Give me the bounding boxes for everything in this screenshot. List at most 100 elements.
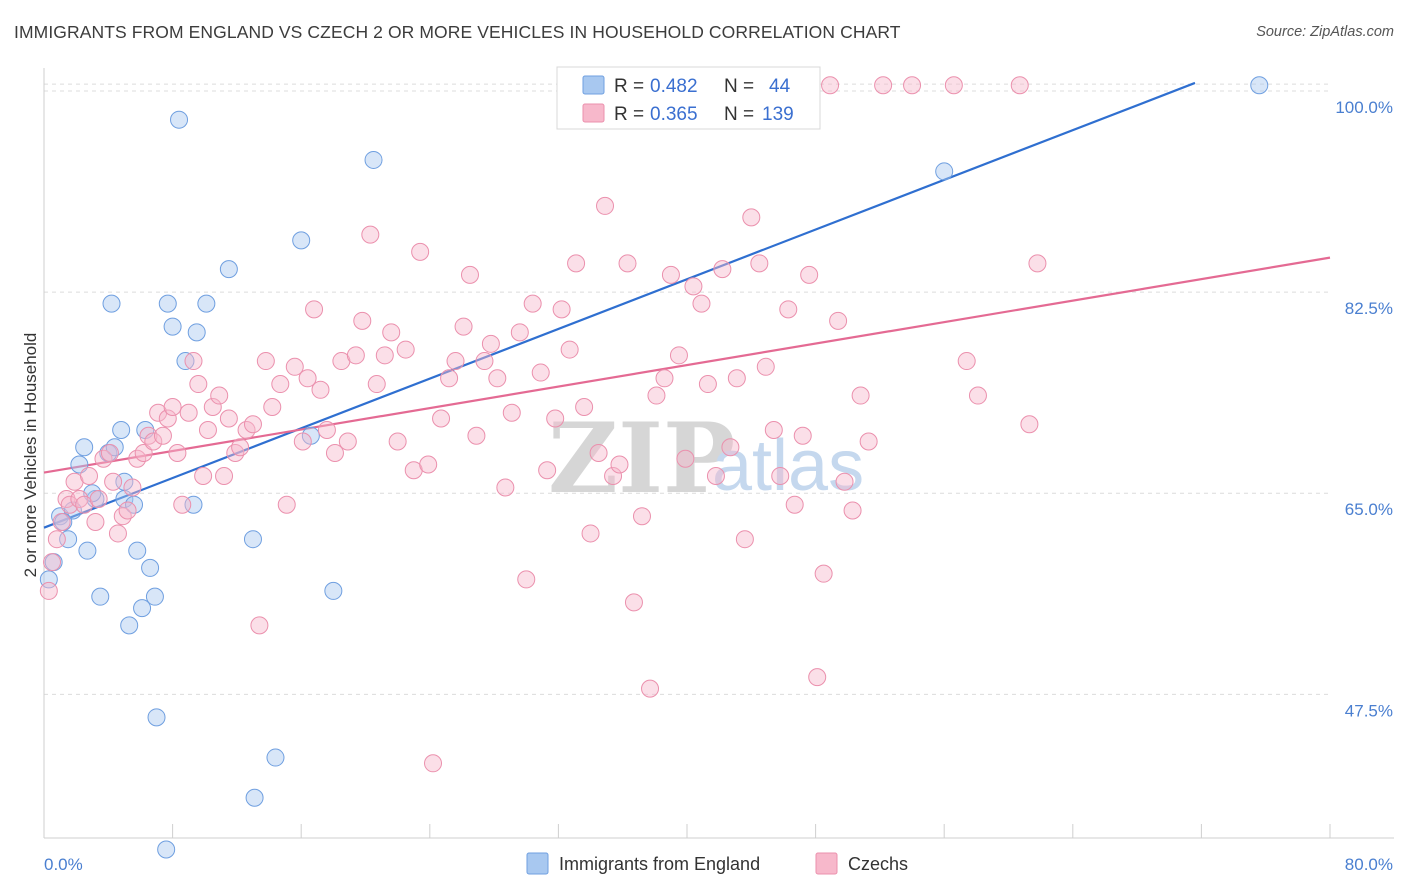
data-point — [102, 294, 121, 313]
series-legend-swatch-england — [526, 852, 549, 875]
data-point — [727, 369, 746, 388]
data-point — [57, 489, 76, 508]
data-point — [560, 340, 579, 359]
data-point — [1250, 76, 1269, 95]
data-point — [859, 432, 878, 451]
data-point — [567, 254, 586, 273]
data-point — [661, 265, 680, 284]
data-point — [133, 599, 152, 618]
data-point — [475, 352, 494, 371]
data-point — [298, 369, 317, 388]
data-point — [676, 449, 695, 468]
data-point — [311, 380, 330, 399]
data-point — [446, 352, 465, 371]
data-point — [968, 386, 987, 405]
axes: 100.0% 82.5% 65.0% 47.5% 0.0% 80.0% — [43, 68, 1394, 874]
series-czechs — [39, 76, 1047, 773]
data-points — [39, 76, 1269, 859]
data-point — [655, 369, 674, 388]
data-point — [78, 541, 97, 560]
data-point — [669, 346, 688, 365]
data-point — [502, 403, 521, 422]
data-point — [808, 668, 827, 687]
data-point — [364, 150, 383, 169]
data-point — [388, 432, 407, 451]
data-point — [293, 432, 312, 451]
data-point — [147, 708, 166, 727]
legend-r-label-czechs: R = — [614, 104, 644, 125]
data-point — [538, 461, 557, 480]
data-point — [89, 489, 108, 508]
data-point — [292, 231, 311, 250]
data-point — [52, 512, 71, 531]
data-point — [245, 788, 264, 807]
data-point — [163, 317, 182, 336]
data-point — [134, 444, 153, 462]
data-point — [692, 294, 711, 313]
legend-n-label-czechs: N = — [724, 104, 754, 125]
data-point — [168, 444, 187, 462]
legend-n-value-england: 44 — [769, 76, 791, 97]
series-legend-label-england: Immigrants from England — [559, 854, 760, 874]
chart-title: IMMIGRANTS FROM ENGLAND VS CZECH 2 OR MO… — [14, 22, 901, 42]
data-point — [764, 421, 783, 440]
data-point — [173, 495, 192, 514]
data-point — [742, 208, 761, 227]
data-point — [123, 478, 142, 497]
data-point — [874, 76, 893, 95]
data-point — [624, 593, 643, 612]
data-point — [957, 352, 976, 371]
data-point — [721, 438, 740, 457]
data-point — [647, 386, 666, 405]
data-point — [139, 426, 158, 445]
data-point — [346, 346, 365, 365]
legend-n-value-czechs: 139 — [762, 104, 794, 125]
y-tick-label: 47.5% — [1345, 701, 1393, 720]
data-point — [198, 421, 217, 440]
data-point — [60, 495, 79, 514]
legend-n-label-england: N = — [724, 76, 754, 97]
data-point — [375, 346, 394, 365]
data-point — [118, 501, 137, 520]
data-point — [698, 375, 717, 394]
data-point — [324, 581, 343, 600]
data-point — [610, 455, 629, 474]
data-point — [43, 553, 62, 572]
y-axis-label: 2 or more Vehicles in Household — [21, 333, 40, 578]
data-point — [440, 369, 459, 388]
data-point — [231, 438, 250, 457]
series-legend-label-czechs: Czechs — [848, 854, 908, 874]
data-point — [779, 300, 798, 319]
data-point — [851, 386, 870, 405]
data-point — [467, 426, 486, 445]
data-point — [581, 524, 600, 543]
data-point — [86, 512, 105, 531]
data-point — [338, 432, 357, 451]
data-point — [517, 570, 536, 589]
data-point — [454, 317, 473, 336]
x-tick-label-min: 0.0% — [44, 855, 83, 874]
data-point — [112, 421, 131, 440]
data-point — [128, 541, 147, 560]
data-point — [706, 466, 725, 485]
data-point — [266, 748, 285, 767]
data-point — [632, 507, 651, 526]
data-point — [510, 323, 529, 342]
data-point — [496, 478, 515, 497]
data-point — [1020, 415, 1039, 434]
data-point — [800, 265, 819, 284]
data-point — [835, 472, 854, 491]
data-point — [361, 225, 380, 244]
data-point — [285, 357, 304, 376]
data-point — [821, 76, 840, 95]
data-point — [108, 524, 127, 543]
data-point — [170, 110, 189, 129]
data-point — [604, 466, 623, 485]
data-point — [814, 564, 833, 583]
data-point — [189, 375, 208, 394]
watermark-zip: ZIP — [548, 402, 735, 515]
data-point — [210, 386, 229, 405]
data-point — [523, 294, 542, 313]
data-point — [756, 357, 775, 376]
data-point — [771, 466, 790, 485]
